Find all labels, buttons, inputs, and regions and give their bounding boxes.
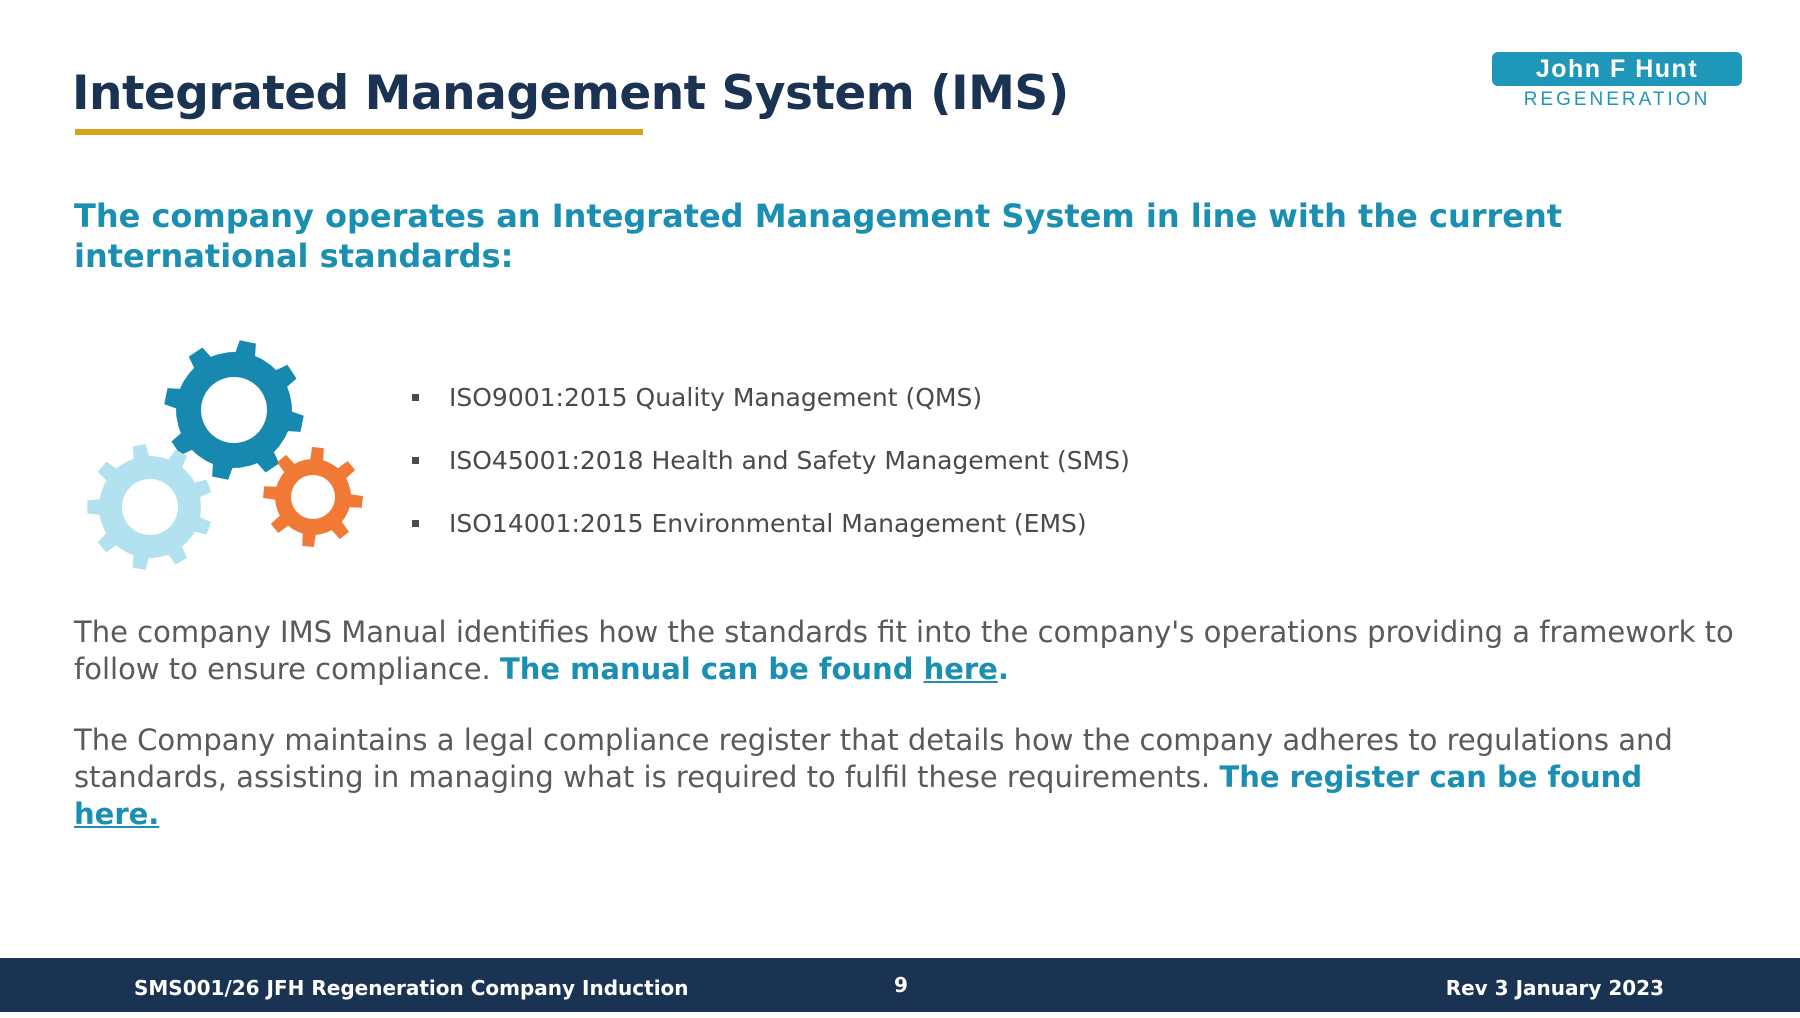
footer-document-title: SMS001/26 JFH Regeneration Company Induc… — [134, 976, 689, 1000]
footer-revision: Rev 3 January 2023 — [1445, 976, 1664, 1000]
register-link[interactable]: here. — [74, 797, 160, 831]
manual-emphasis: The manual can be found here. — [500, 652, 1009, 686]
gears-illustration — [87, 340, 363, 570]
register-paragraph: The Company maintains a legal compliance… — [74, 722, 1734, 833]
standards-list: ISO9001:2015 Quality Management (QMS) IS… — [412, 366, 1130, 555]
title-underline — [75, 129, 643, 135]
intro-heading: The company operates an Integrated Manag… — [74, 197, 1563, 275]
footer-page-number: 9 — [894, 973, 908, 997]
list-item: ISO9001:2015 Quality Management (QMS) — [412, 366, 1130, 429]
logo-tagline: REGENERATION — [1523, 89, 1711, 110]
manual-end: . — [997, 652, 1009, 686]
manual-paragraph: The company IMS Manual identifies how th… — [74, 614, 1734, 688]
standard-ems: ISO14001:2015 Environmental Management (… — [449, 509, 1087, 538]
standard-sms: ISO45001:2018 Health and Safety Manageme… — [449, 446, 1130, 475]
list-item: ISO14001:2015 Environmental Management (… — [412, 492, 1130, 555]
register-emphasis: The register can be found here. — [74, 760, 1642, 831]
bullet-icon — [412, 520, 419, 527]
logo-name: John F Hunt — [1492, 52, 1742, 86]
register-text: The Company maintains a legal compliance… — [74, 723, 1673, 794]
page-title: Integrated Management System (IMS) — [72, 66, 1069, 121]
manual-emphasis-text: The manual can be found — [499, 652, 924, 686]
footer-bar: SMS001/26 JFH Regeneration Company Induc… — [0, 958, 1800, 1012]
large-gear-icon — [164, 340, 304, 480]
standard-qms: ISO9001:2015 Quality Management (QMS) — [449, 383, 983, 412]
orange-gear-icon — [263, 447, 363, 547]
manual-link[interactable]: here — [923, 652, 998, 686]
company-logo: John F Hunt REGENERATION — [1492, 52, 1742, 111]
list-item: ISO45001:2018 Health and Safety Manageme… — [412, 429, 1130, 492]
register-emphasis-text: The register can be found — [1219, 760, 1643, 794]
bullet-icon — [412, 394, 419, 401]
small-gear-icon — [87, 444, 212, 570]
bullet-icon — [412, 457, 419, 464]
manual-text: The company IMS Manual identifies how th… — [74, 615, 1734, 686]
